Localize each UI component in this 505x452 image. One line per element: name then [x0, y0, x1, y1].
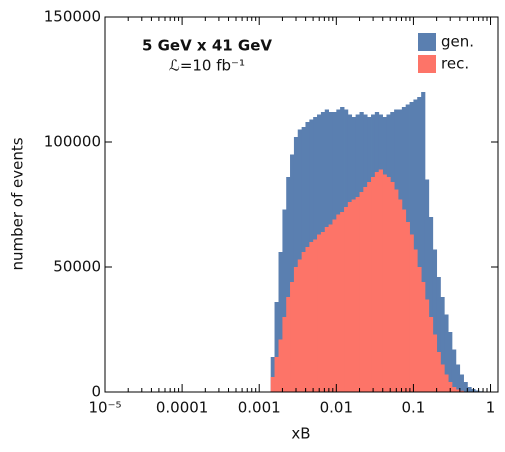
bar — [417, 267, 421, 392]
bar — [452, 350, 456, 393]
bar — [275, 357, 279, 392]
bar — [421, 282, 425, 392]
bar — [363, 187, 367, 392]
bar — [433, 335, 437, 393]
y-tick-label: 100000 — [44, 133, 101, 151]
legend-swatch — [418, 55, 436, 73]
bar — [302, 252, 306, 392]
bar — [402, 210, 406, 393]
bar — [305, 247, 309, 392]
bar — [429, 317, 433, 392]
bar — [444, 375, 448, 393]
bar — [410, 235, 414, 393]
annotation: ℒ=10 fb⁻¹ — [169, 57, 245, 75]
legend-swatch — [418, 33, 436, 51]
bar — [321, 232, 325, 392]
bar — [282, 317, 286, 392]
bar — [356, 197, 360, 392]
bar — [294, 267, 298, 392]
bar — [290, 282, 294, 392]
bar — [406, 222, 410, 392]
x-tick-label: 10⁻⁵ — [88, 399, 121, 417]
bar — [398, 200, 402, 393]
x-tick-label: 0.0001 — [156, 399, 209, 417]
bar — [332, 220, 336, 393]
bar — [367, 182, 371, 392]
bar — [317, 235, 321, 393]
bar — [279, 340, 283, 393]
bar — [352, 200, 356, 393]
bar — [413, 250, 417, 393]
bar — [390, 182, 394, 392]
bar — [375, 172, 379, 392]
x-tick-label: 0.01 — [320, 399, 353, 417]
bar — [298, 260, 302, 393]
bar — [456, 365, 460, 393]
legend-label: rec. — [441, 55, 469, 73]
y-tick-label: 50000 — [53, 258, 101, 276]
y-tick-label: 150000 — [44, 8, 101, 26]
bar — [425, 300, 429, 393]
bar — [286, 297, 290, 392]
bar — [336, 215, 340, 393]
bar — [379, 170, 383, 393]
bar — [383, 175, 387, 393]
bar — [329, 225, 333, 393]
y-axis-label: number of events — [9, 137, 27, 270]
legend-label: gen. — [441, 33, 474, 51]
bar — [348, 202, 352, 392]
x-tick-label: 1 — [486, 399, 496, 417]
bar — [452, 387, 456, 392]
bar — [440, 365, 444, 393]
bar — [340, 212, 344, 392]
bar — [325, 227, 329, 392]
bar — [386, 177, 390, 392]
x-tick-label: 0.1 — [401, 399, 425, 417]
x-tick-label: 0.001 — [238, 399, 281, 417]
bar — [467, 387, 471, 392]
bar — [309, 242, 313, 392]
bar — [437, 352, 441, 392]
bar — [271, 377, 275, 392]
bar — [313, 240, 317, 393]
annotation: 5 GeV x 41 GeV — [142, 37, 272, 55]
bar — [360, 192, 364, 392]
bar — [394, 190, 398, 393]
bar — [344, 207, 348, 392]
bar — [371, 177, 375, 392]
x-axis-label: xB — [291, 425, 310, 443]
